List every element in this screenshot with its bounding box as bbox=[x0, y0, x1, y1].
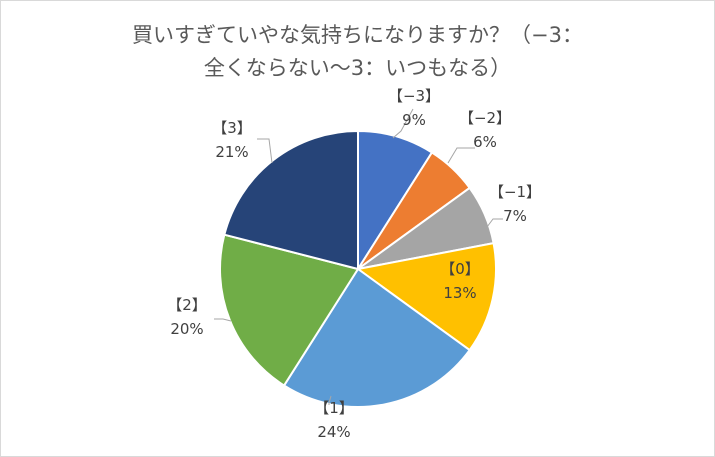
value-label: 24% bbox=[317, 423, 350, 441]
category-label: 【2】 bbox=[167, 296, 207, 314]
category-label: 【−2】 bbox=[459, 109, 511, 127]
value-label: 9% bbox=[402, 111, 426, 129]
value-label: 20% bbox=[170, 320, 203, 338]
category-label: 【−3】 bbox=[388, 87, 440, 105]
leader-line bbox=[486, 218, 503, 228]
leader-line bbox=[328, 395, 332, 405]
category-label: 【−1】 bbox=[489, 183, 541, 201]
value-label: 7% bbox=[503, 207, 527, 225]
category-label: 【0】 bbox=[440, 260, 480, 278]
chart-title: 買いすぎていやな気持ちになりますか？（−3： 全くならない～3：いつもなる） bbox=[1, 19, 714, 85]
value-label: 13% bbox=[443, 284, 476, 302]
pie-slice bbox=[355, 241, 497, 352]
category-label: 【1】 bbox=[314, 399, 354, 417]
chart-title-line-2: 全くならない～3：いつもなる） bbox=[203, 56, 512, 80]
category-label: 【3】 bbox=[212, 119, 252, 137]
pie-slice bbox=[219, 233, 360, 387]
value-label: 21% bbox=[215, 143, 248, 161]
leader-line bbox=[392, 108, 414, 139]
pie-slice bbox=[282, 267, 472, 408]
chart-title-line-1: 買いすぎていやな気持ちになりますか？（−3： bbox=[132, 23, 583, 47]
leader-line bbox=[447, 147, 475, 164]
value-label: 6% bbox=[473, 133, 497, 151]
pie-slice bbox=[223, 129, 359, 271]
leader-line bbox=[214, 318, 232, 322]
leader-line bbox=[257, 138, 273, 164]
